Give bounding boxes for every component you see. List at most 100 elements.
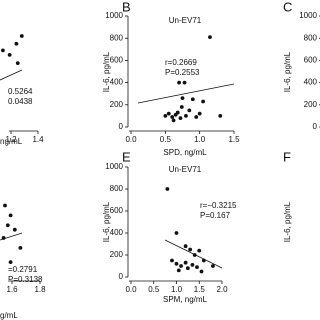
point: [0, 48, 5, 53]
point: [179, 105, 184, 109]
point: [185, 266, 190, 271]
x-tick-label: 1.6: [6, 285, 18, 294]
point: [177, 80, 181, 85]
panel-label: B: [122, 0, 131, 14]
point: [190, 97, 195, 102]
x-tick-label: 2.0: [216, 285, 228, 294]
point: [218, 114, 223, 118]
y-tick-label: 400: [110, 228, 124, 237]
x-tick-label: 1.5: [194, 285, 206, 294]
x-axis-label: SPM, ng/mL: [163, 295, 208, 304]
point: [170, 115, 175, 119]
point: [3, 203, 7, 208]
point: [201, 99, 206, 104]
y-tick-label: 1000: [105, 11, 123, 20]
x-tick-label: 1.5: [228, 135, 240, 144]
point: [163, 114, 168, 118]
point: [12, 227, 17, 232]
y-tick-label: 0: [119, 122, 124, 131]
x-tick-label: 1.2: [5, 135, 17, 144]
x-tick-label: 1.4: [32, 135, 44, 144]
fit-line: [137, 83, 235, 104]
point: [174, 261, 179, 266]
point: [171, 118, 176, 123]
x-tick-label: 0.0: [125, 135, 137, 144]
annotation: P=0.2553: [165, 68, 200, 77]
point: [201, 258, 206, 263]
point: [1, 236, 6, 240]
point: [15, 61, 20, 66]
annotation: 0.0438: [8, 97, 33, 106]
point: [178, 116, 183, 121]
y-tick-label: 600: [110, 206, 124, 215]
y-tick-label: 600: [110, 56, 124, 65]
point: [192, 253, 197, 257]
annotation: r=−0.3215: [200, 201, 237, 210]
point: [197, 111, 202, 116]
y-tick-label: 400: [304, 78, 318, 87]
point: [184, 114, 188, 118]
y-tick-label: 800: [110, 184, 124, 193]
point: [183, 260, 188, 265]
point: [194, 115, 199, 119]
point: [195, 265, 199, 269]
x-tick-label: 1.0: [171, 285, 183, 294]
point: [176, 268, 181, 273]
point: [175, 110, 180, 115]
y-axis-label: IL-6, pg/mL: [102, 51, 111, 92]
y-axis-label: IL-6, pg/mL: [283, 201, 292, 242]
annotation: 0.5264: [8, 87, 33, 96]
y-tick-label: 200: [110, 100, 124, 109]
point: [8, 260, 13, 265]
point: [182, 80, 187, 85]
y-tick-label: 600: [304, 56, 318, 65]
point: [14, 41, 19, 46]
point: [183, 244, 188, 249]
y-tick-label: 200: [304, 100, 318, 109]
point: [174, 231, 179, 235]
panel-label: C: [283, 0, 292, 14]
panel-label: E: [122, 149, 131, 164]
x-tick-label: 0.5: [160, 135, 172, 144]
annotation: P=0.3138: [8, 275, 43, 284]
y-tick-label: 200: [110, 250, 124, 259]
point: [187, 108, 192, 113]
y-tick-label: 1000: [299, 11, 317, 20]
y-axis-label: IL-6, pg/mL: [283, 51, 292, 92]
panel-label: F: [283, 149, 291, 164]
point: [211, 264, 215, 268]
annotation: P=0.167: [200, 211, 231, 220]
point: [190, 263, 195, 267]
x-tick-label: 1.0: [194, 135, 206, 144]
y-tick-label: 800: [304, 33, 318, 42]
chart-title: Un-EV71: [169, 165, 202, 174]
point: [188, 247, 193, 252]
fit-line: [0, 69, 23, 81]
point: [180, 96, 185, 101]
annotation: r=0.2669: [165, 58, 197, 67]
point: [7, 52, 12, 57]
x-tick-label: 0.0: [125, 285, 137, 294]
x-axis-label: ng/mL: [0, 137, 23, 146]
x-tick-label: 0.5: [148, 285, 160, 294]
y-tick-label: 1000: [105, 162, 123, 171]
point: [18, 245, 23, 250]
y-axis-label: IL-6, pg/mL: [102, 201, 111, 242]
x-tick-label: 1.8: [34, 285, 46, 294]
y-tick-label: 800: [110, 33, 124, 42]
point: [8, 213, 13, 218]
y-tick-label: 0: [313, 122, 318, 131]
chart-title: Un-EV71: [169, 16, 202, 25]
point: [5, 223, 10, 228]
point: [165, 187, 170, 191]
point: [208, 35, 212, 39]
point: [197, 248, 202, 253]
point: [170, 258, 174, 263]
point: [166, 111, 171, 116]
y-tick-label: 400: [110, 78, 124, 87]
annotation: =0.2791: [8, 265, 38, 274]
x-axis-label: g/mL: [0, 311, 18, 320]
point: [19, 34, 24, 38]
